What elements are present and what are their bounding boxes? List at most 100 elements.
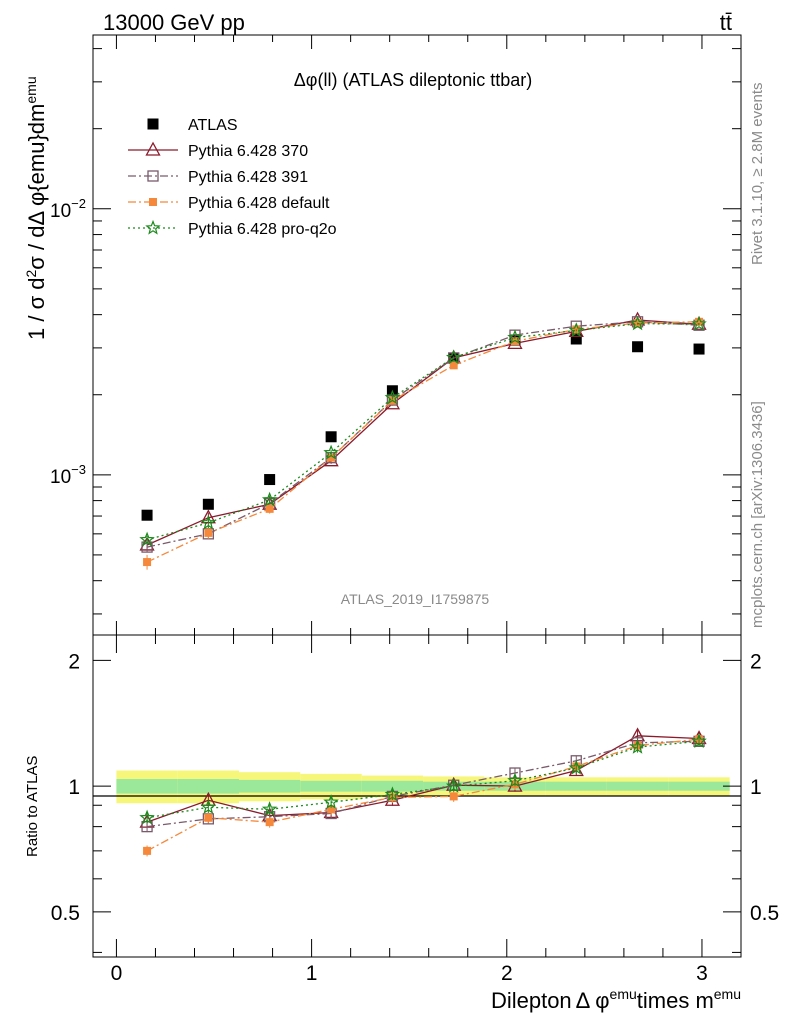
legend-marker: [145, 219, 161, 235]
data-point: [200, 514, 217, 530]
ratio-point: [507, 772, 523, 788]
ratio-plot: 0.5 0.5 1 1 2 2 0 1 2 3 Ratio to ATLAS Dilepton Δ …: [24, 634, 779, 1013]
legend-entry: ATLAS: [147, 117, 238, 134]
series-line: [146, 321, 700, 548]
ratio-point: [200, 799, 217, 814]
ratio-point: [629, 738, 646, 754]
data-point: [445, 349, 462, 365]
legend-entry: Pythia 6.428 pro-q2o: [128, 219, 337, 238]
data-point: [323, 444, 339, 460]
data-point: [570, 333, 582, 345]
legend-label: Pythia 6.428 default: [188, 195, 330, 212]
ratio-y-tick-label: 0.5: [51, 902, 80, 925]
data-point: [449, 361, 458, 370]
ratio-point: [265, 818, 274, 827]
ratio-point: [323, 794, 339, 809]
data-point: [143, 558, 152, 567]
y-tick-base: 10: [50, 467, 71, 488]
main-plot: Δφ(ll) (ATLAS dileptonic ttbar) ATLAS_20…: [23, 34, 742, 636]
data-point: [386, 394, 399, 406]
x-label-a: Dilepton: [491, 988, 572, 1013]
x-axis-label: Dilepton Δ φemutimes memu: [491, 986, 741, 1013]
ratio-line: [146, 740, 700, 819]
x-tick-label: 2: [501, 962, 513, 985]
series-line: [146, 319, 700, 546]
legend-label: ATLAS: [188, 117, 238, 134]
y-tick-exp: −3: [71, 462, 86, 477]
band-inner: [238, 779, 301, 793]
ratio-point: [691, 733, 707, 748]
series-pythia-6-428-391: [141, 316, 705, 553]
ratio-point: [139, 809, 155, 825]
data-point: [204, 528, 213, 537]
legend-marker: [145, 141, 161, 156]
mcplots-label: mcplots.cern.ch [arXiv:1306.3436]: [749, 401, 766, 628]
band-inner: [300, 780, 362, 792]
ratio-y-axis-label: Ratio to ATLAS: [24, 756, 41, 857]
main-series-layer: [139, 311, 707, 570]
data-point: [202, 498, 214, 510]
data-point: [261, 491, 278, 507]
ratio-line: [146, 735, 700, 823]
process-label: tt̄: [720, 10, 732, 35]
legend-marker: [149, 198, 157, 206]
main-axis-ticks: 10−310−2: [50, 35, 741, 635]
band-inner: [177, 779, 239, 794]
legend-label: Pythia 6.428 370: [188, 143, 308, 160]
ratio-line: [147, 740, 700, 828]
legend-marker: [147, 118, 159, 130]
band-inner: [668, 781, 730, 791]
y-tick-base: 10: [50, 201, 71, 222]
series-pythia-6-428-default: [143, 317, 704, 570]
series-pythia-6-428-370: [139, 311, 707, 551]
ratio-point: [204, 813, 213, 822]
legend-label: Pythia 6.428 pro-q2o: [188, 221, 337, 238]
series-atlas: [141, 333, 705, 521]
y-tick-exp: −2: [71, 196, 86, 211]
series-line: [146, 321, 700, 563]
analysis-watermark: ATLAS_2019_I1759875: [341, 591, 490, 607]
legend-entry: Pythia 6.428 default: [128, 195, 330, 212]
data-point: [510, 337, 519, 346]
data-point: [139, 531, 155, 547]
x-label-d: times m: [637, 988, 714, 1013]
band-inner: [116, 779, 178, 794]
data-point: [691, 315, 707, 331]
ratio-y-tick-label: 1: [68, 776, 80, 799]
ratio-point: [445, 777, 462, 793]
ratio-point: [568, 759, 584, 775]
x-label-b: Δ φ: [576, 988, 610, 1013]
data-point: [325, 431, 337, 443]
ratio-series-layer: [139, 727, 707, 857]
ratio-point: [327, 805, 336, 814]
rivet-label: Rivet 3.1.10, ≥ 2.8M events: [749, 83, 766, 266]
legend-entry: Pythia 6.428 391: [128, 169, 308, 186]
ratio-plot-frame: [92, 634, 742, 958]
y-tick-label: 10−3: [50, 462, 86, 488]
series-pythia-6-428-pro-q2o: [139, 315, 707, 547]
ratio-y-tick-label-right: 2: [750, 650, 762, 673]
x-tick-label: 0: [111, 962, 123, 985]
y-tick-label: 10−2: [50, 196, 86, 222]
band-inner: [361, 780, 424, 792]
series-line: [146, 323, 700, 541]
x-tick-label: 1: [306, 962, 318, 985]
ratio-point: [143, 846, 152, 855]
data-point: [141, 509, 153, 521]
x-label-e: emu: [714, 986, 741, 1002]
plot-title: Δφ(ll) (ATLAS dileptonic ttbar): [294, 70, 532, 90]
main-y-axis-label: 1 / σ d2σ / dΔ φ{emu}dmemu: [23, 76, 49, 340]
energy-label: 13000 GeV pp: [103, 10, 245, 35]
ratio-y-tick-label-right: 1: [750, 776, 762, 799]
ratio-y-tick-label: 2: [68, 650, 80, 673]
data-point: [507, 329, 523, 345]
ratio-point: [384, 786, 401, 802]
band-inner: [606, 781, 669, 791]
data-point: [384, 389, 401, 405]
legend-entry: Pythia 6.428 370: [128, 141, 308, 160]
data-point: [568, 322, 584, 338]
ratio-line: [146, 738, 700, 852]
x-label-c: emu: [610, 986, 637, 1002]
ratio-point: [261, 801, 278, 816]
data-point: [693, 343, 705, 355]
